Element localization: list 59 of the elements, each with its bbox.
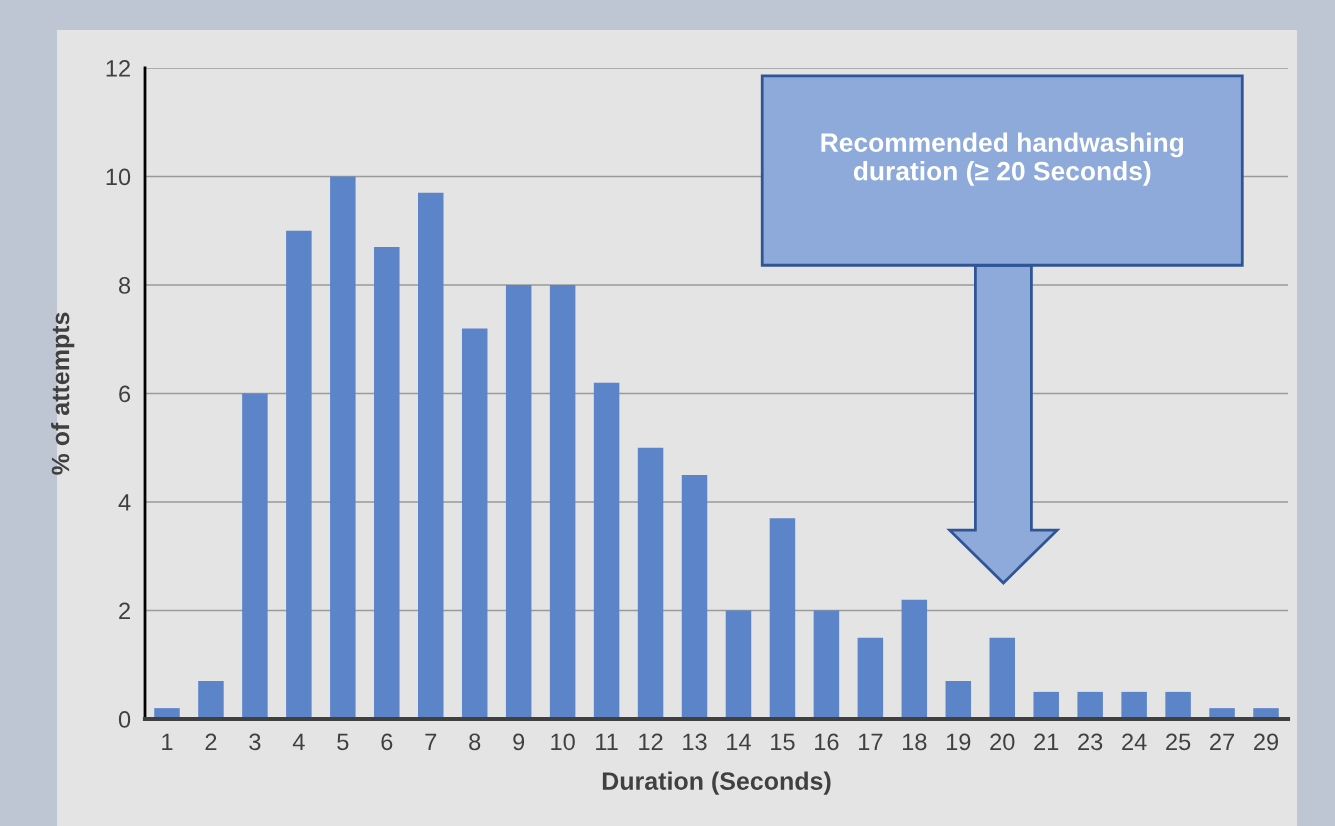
bar (989, 637, 1015, 719)
x-tick-label: 20 (990, 733, 1015, 751)
x-tick-label: 7 (425, 733, 437, 750)
bar (505, 285, 532, 719)
bar (330, 176, 356, 719)
bar (374, 247, 400, 719)
x-tick-label: 10 (551, 733, 575, 751)
x-tick-label: 4 (292, 733, 305, 750)
bar (1165, 691, 1191, 719)
x-tick-label: 17 (859, 733, 883, 750)
annotation: Recommended handwashing duration (≥ 20 Seconds) (821, 132, 1184, 186)
x-tick-label: 29 (1254, 733, 1279, 751)
y-tick-label: 12 (106, 60, 130, 77)
x-tick-label: 24 (1122, 733, 1147, 750)
y-tick-label: 2 (119, 602, 130, 620)
bar (637, 447, 664, 719)
bar (901, 599, 928, 719)
x-tick-label: 19 (946, 733, 971, 751)
x-tick-label: 3 (249, 733, 261, 751)
bar (418, 192, 444, 719)
y-tick-label: 8 (119, 277, 131, 294)
bar (769, 518, 796, 719)
x-tick-label: 15 (771, 733, 795, 751)
x-tick-label: 13 (683, 733, 707, 751)
x-tick-label: 21 (1034, 733, 1059, 750)
bar (286, 230, 312, 719)
x-tick-label: 14 (727, 733, 751, 750)
x-tick-label: 18 (903, 733, 927, 751)
bar (681, 474, 708, 719)
y-tick-label: 4 (118, 494, 131, 511)
x-tick-label: 8 (469, 733, 481, 751)
x-axis-title: Duration (Seconds) (602, 771, 831, 795)
bar (1121, 691, 1147, 719)
x-tick-label: 27 (1210, 733, 1234, 750)
y-tick-label: 0 (118, 711, 131, 728)
bar (593, 382, 620, 719)
bar (242, 393, 268, 719)
x-tick-label: 23 (1078, 733, 1103, 751)
y-tick-label: 10 (106, 168, 131, 186)
bar (198, 681, 224, 719)
bar (725, 610, 752, 719)
x-tick-label: 16 (815, 733, 839, 751)
bar (813, 610, 840, 719)
bar (857, 637, 884, 719)
bar (945, 681, 972, 719)
y-axis-title: % of attempts (50, 312, 75, 475)
x-tick-label: 11 (596, 733, 618, 750)
x-tick-label: 1 (162, 733, 173, 750)
y-tick-label: 6 (119, 385, 131, 403)
bar (1033, 691, 1059, 719)
x-tick-label: 9 (513, 733, 525, 751)
x-tick-label: 2 (205, 733, 217, 750)
bar (461, 328, 488, 719)
bar (1077, 691, 1103, 719)
x-tick-label: 6 (381, 733, 393, 751)
x-tick-label: 25 (1166, 733, 1191, 751)
x-tick-label: 12 (639, 733, 663, 750)
bar (549, 285, 576, 719)
x-tick-label: 5 (337, 733, 349, 751)
